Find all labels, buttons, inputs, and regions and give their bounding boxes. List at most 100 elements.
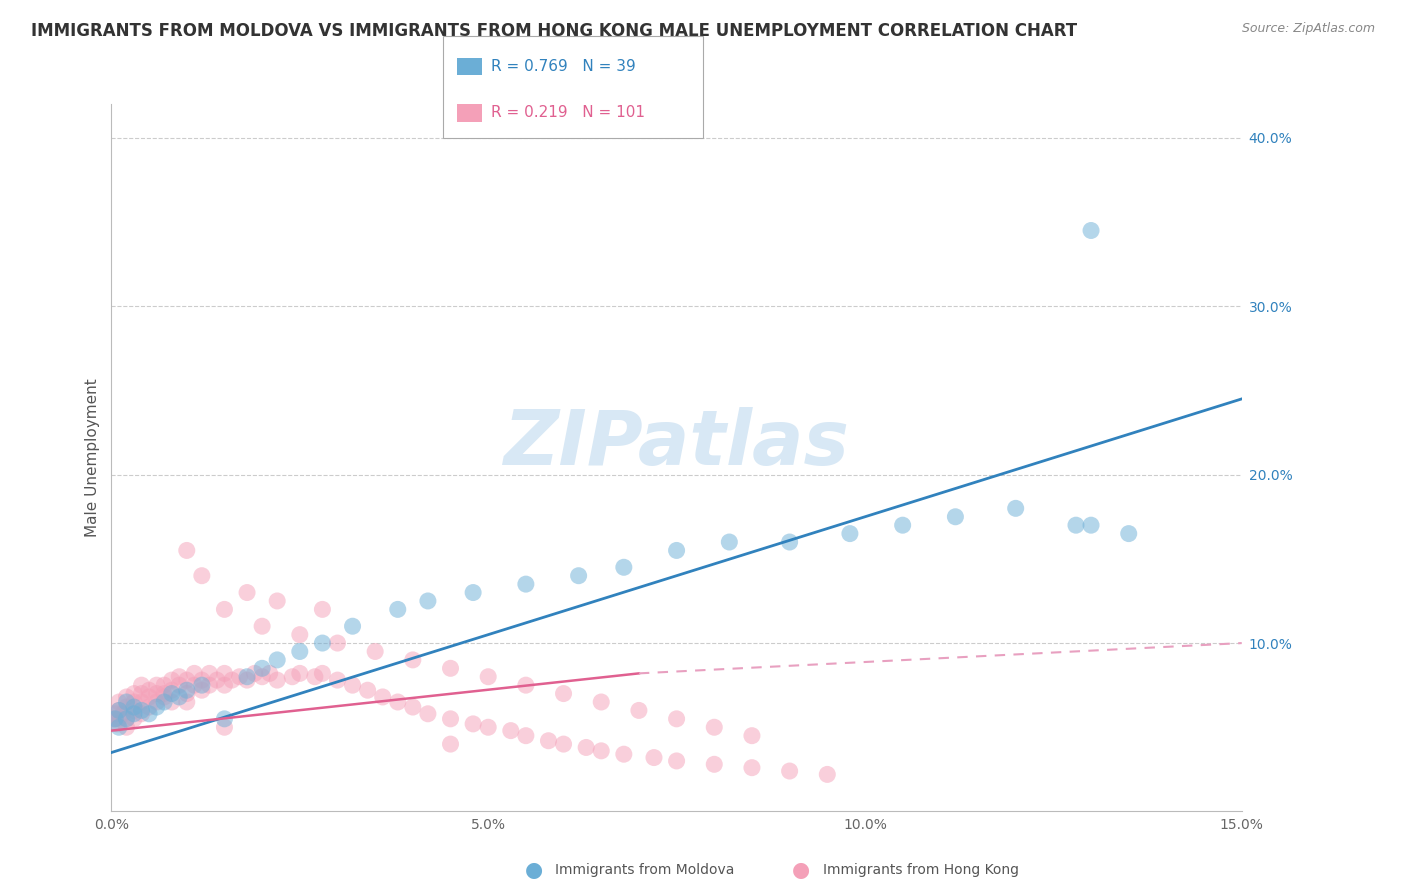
Point xyxy=(741,761,763,775)
Text: ZIPatlas: ZIPatlas xyxy=(503,407,849,481)
Point xyxy=(356,683,378,698)
Text: R = 0.769   N = 39: R = 0.769 N = 39 xyxy=(491,59,636,74)
Point xyxy=(138,700,160,714)
Point xyxy=(288,644,311,658)
Point xyxy=(176,673,198,687)
Point xyxy=(111,706,134,721)
Point xyxy=(815,767,838,781)
Point xyxy=(613,560,636,574)
Point xyxy=(665,543,688,558)
Point xyxy=(214,678,236,692)
Point xyxy=(1080,518,1102,533)
Point xyxy=(153,695,176,709)
Point xyxy=(115,712,138,726)
Point xyxy=(250,670,273,684)
Point xyxy=(266,673,288,687)
Point xyxy=(108,703,131,717)
Point xyxy=(779,535,801,549)
Point xyxy=(221,673,243,687)
Point xyxy=(779,764,801,778)
Point xyxy=(145,678,167,692)
Point xyxy=(568,568,591,582)
Point xyxy=(243,666,266,681)
Point xyxy=(463,585,485,599)
Point xyxy=(402,653,425,667)
Point xyxy=(160,683,183,698)
Point xyxy=(122,695,145,709)
Point xyxy=(1080,223,1102,237)
Point xyxy=(191,568,214,582)
Point xyxy=(266,653,288,667)
Point xyxy=(108,720,131,734)
Point xyxy=(259,666,281,681)
Point xyxy=(160,695,183,709)
Text: Immigrants from Moldova: Immigrants from Moldova xyxy=(555,863,735,877)
Point xyxy=(387,695,409,709)
Point xyxy=(250,619,273,633)
Point xyxy=(613,747,636,762)
Point xyxy=(945,509,967,524)
Point xyxy=(416,706,439,721)
Point xyxy=(205,673,228,687)
Point xyxy=(553,687,575,701)
Point xyxy=(176,543,198,558)
Point xyxy=(402,700,425,714)
Point xyxy=(477,670,499,684)
Text: Source: ZipAtlas.com: Source: ZipAtlas.com xyxy=(1241,22,1375,36)
Point xyxy=(342,619,364,633)
Point xyxy=(131,703,153,717)
Point xyxy=(138,706,160,721)
Point xyxy=(191,683,214,698)
Point xyxy=(250,661,273,675)
Point xyxy=(236,670,259,684)
Point xyxy=(122,687,145,701)
Point xyxy=(266,594,288,608)
Point xyxy=(463,717,485,731)
Point xyxy=(364,644,387,658)
Point xyxy=(122,703,145,717)
Text: R = 0.219   N = 101: R = 0.219 N = 101 xyxy=(491,105,645,120)
Point xyxy=(591,695,613,709)
Point xyxy=(214,720,236,734)
Point xyxy=(214,602,236,616)
Text: Immigrants from Hong Kong: Immigrants from Hong Kong xyxy=(823,863,1018,877)
Point xyxy=(145,695,167,709)
Point xyxy=(103,712,125,726)
Point xyxy=(439,661,461,675)
Point xyxy=(138,683,160,698)
Point xyxy=(153,678,176,692)
Point xyxy=(167,678,190,692)
Point xyxy=(145,700,167,714)
Point xyxy=(477,720,499,734)
Point xyxy=(288,627,311,641)
Point xyxy=(387,602,409,616)
Point xyxy=(176,683,198,698)
Point xyxy=(665,712,688,726)
Point xyxy=(1118,526,1140,541)
Point xyxy=(591,744,613,758)
Point xyxy=(183,666,205,681)
Point xyxy=(1064,518,1087,533)
Point xyxy=(160,673,183,687)
Point xyxy=(515,729,537,743)
Point xyxy=(304,670,326,684)
Point xyxy=(838,526,860,541)
Point xyxy=(115,700,138,714)
Point xyxy=(342,678,364,692)
Point xyxy=(326,636,349,650)
Point xyxy=(108,712,131,726)
Point xyxy=(553,737,575,751)
Point xyxy=(115,712,138,726)
Point xyxy=(515,577,537,591)
Point xyxy=(153,690,176,704)
Point xyxy=(167,690,190,704)
Point xyxy=(236,585,259,599)
Point xyxy=(183,678,205,692)
Point xyxy=(131,687,153,701)
Point xyxy=(741,729,763,743)
Point xyxy=(108,703,131,717)
Point xyxy=(236,673,259,687)
Point xyxy=(131,678,153,692)
Point xyxy=(311,636,333,650)
Point xyxy=(153,687,176,701)
